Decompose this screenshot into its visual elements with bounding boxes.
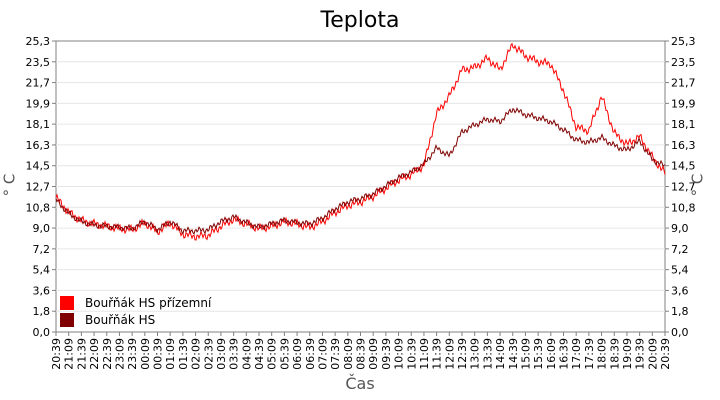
y-tick-label: 5,4 bbox=[33, 264, 51, 277]
y-tick-label: 14,5 bbox=[26, 160, 51, 173]
y-tick-label: 18,1 bbox=[671, 118, 696, 131]
x-tick-label: 19:09 bbox=[621, 338, 634, 370]
x-tick-label: 13:39 bbox=[481, 338, 494, 370]
x-tick-label: 06:09 bbox=[291, 338, 304, 370]
y-tick-label: 18,1 bbox=[26, 118, 51, 131]
y-tick-label: 23,5 bbox=[26, 56, 51, 69]
x-tick-label: 15:09 bbox=[519, 338, 532, 370]
x-tick-label: 18:09 bbox=[596, 338, 609, 370]
x-tick-label: 17:09 bbox=[570, 338, 583, 370]
x-tick-label: 21:09 bbox=[63, 338, 76, 370]
y-tick-label: 19,9 bbox=[671, 97, 696, 110]
x-tick-label: 11:09 bbox=[418, 338, 431, 370]
y-tick-label: 25,3 bbox=[671, 35, 696, 48]
legend: Bouřňák HS přízemní Bouřňák HS bbox=[60, 294, 211, 328]
x-tick-label: 15:39 bbox=[532, 338, 545, 370]
x-tick-label: 01:39 bbox=[177, 338, 190, 370]
y-tick-label: 12,7 bbox=[671, 181, 696, 194]
y-tick-label: 7,2 bbox=[671, 243, 689, 256]
x-tick-label: 18:39 bbox=[608, 338, 621, 370]
y-tick-label: 10,8 bbox=[26, 201, 51, 214]
legend-item: Bouřňák HS přízemní bbox=[60, 294, 211, 311]
y-tick-label: 21,7 bbox=[26, 77, 51, 90]
y-axis-label-right: ° C bbox=[688, 173, 707, 197]
y-tick-label: 16,3 bbox=[26, 139, 51, 152]
x-tick-label: 00:09 bbox=[139, 338, 152, 370]
y-tick-label: 3,6 bbox=[671, 284, 689, 297]
x-tick-label: 23:39 bbox=[126, 338, 139, 370]
x-tick-label: 22:09 bbox=[88, 338, 101, 370]
x-tick-label: 04:39 bbox=[253, 338, 266, 370]
legend-swatch-series-1 bbox=[60, 295, 74, 310]
y-tick-label: 0,0 bbox=[671, 326, 689, 339]
x-tick-label: 01:09 bbox=[164, 338, 177, 370]
x-tick-label: 11:39 bbox=[431, 338, 444, 370]
x-tick-label: 05:39 bbox=[278, 338, 291, 370]
x-tick-label: 20:39 bbox=[659, 338, 672, 370]
x-tick-label: 03:09 bbox=[215, 338, 228, 370]
x-tick-label: 02:39 bbox=[202, 338, 215, 370]
x-tick-label: 04:09 bbox=[240, 338, 253, 370]
x-axis-label: Čas bbox=[345, 374, 375, 393]
y-tick-label: 23,5 bbox=[671, 56, 696, 69]
x-tick-label: 09:09 bbox=[367, 338, 380, 370]
y-tick-label: 21,7 bbox=[671, 77, 696, 90]
x-tick-label: 19:39 bbox=[634, 338, 647, 370]
y-tick-label: 10,8 bbox=[671, 201, 696, 214]
x-tick-label: 12:39 bbox=[456, 338, 469, 370]
y-tick-label: 14,5 bbox=[671, 160, 696, 173]
legend-label-series-2: Bouřňák HS bbox=[85, 312, 156, 327]
y-tick-label: 9,0 bbox=[671, 222, 689, 235]
x-tick-label: 13:09 bbox=[469, 338, 482, 370]
x-tick-label: 05:09 bbox=[266, 338, 279, 370]
x-tick-label: 07:39 bbox=[329, 338, 342, 370]
x-tick-label: 06:39 bbox=[304, 338, 317, 370]
x-tick-label: 20:09 bbox=[646, 338, 659, 370]
x-tick-label: 02:09 bbox=[190, 338, 203, 370]
y-tick-label: 3,6 bbox=[33, 284, 51, 297]
y-tick-label: 16,3 bbox=[671, 139, 696, 152]
x-tick-label: 00:39 bbox=[152, 338, 165, 370]
x-tick-label: 10:39 bbox=[405, 338, 418, 370]
x-tick-label: 08:09 bbox=[342, 338, 355, 370]
x-tick-label: 03:39 bbox=[228, 338, 241, 370]
y-tick-label: 7,2 bbox=[33, 243, 51, 256]
legend-swatch-series-2 bbox=[60, 312, 74, 327]
legend-item: Bouřňák HS bbox=[60, 311, 211, 328]
x-tick-label: 17:39 bbox=[583, 338, 596, 370]
y-tick-label: 1,8 bbox=[671, 305, 689, 318]
x-tick-label: 22:39 bbox=[101, 338, 114, 370]
y-tick-label: 12,7 bbox=[26, 181, 51, 194]
x-tick-label: 23:09 bbox=[113, 338, 126, 370]
x-tick-label: 16:39 bbox=[558, 338, 571, 370]
x-tick-label: 14:09 bbox=[494, 338, 507, 370]
x-tick-label: 14:39 bbox=[507, 338, 520, 370]
y-tick-label: 19,9 bbox=[26, 97, 51, 110]
legend-label-series-1: Bouřňák HS přízemní bbox=[85, 295, 212, 310]
x-tick-label: 09:39 bbox=[380, 338, 393, 370]
x-tick-label: 10:09 bbox=[393, 338, 406, 370]
x-tick-label: 21:39 bbox=[75, 338, 88, 370]
x-tick-label: 20:39 bbox=[50, 338, 63, 370]
chart-title: Teplota bbox=[320, 8, 400, 33]
y-tick-label: 5,4 bbox=[671, 264, 689, 277]
series-line-2 bbox=[55, 107, 666, 235]
x-tick-label: 07:09 bbox=[316, 338, 329, 370]
y-tick-label: 25,3 bbox=[26, 35, 51, 48]
x-tick-label: 08:39 bbox=[355, 338, 368, 370]
y-axis-label-left: ° C bbox=[0, 173, 19, 197]
y-tick-label: 0,0 bbox=[33, 326, 51, 339]
x-tick-label: 16:09 bbox=[545, 338, 558, 370]
y-tick-label: 9,0 bbox=[33, 222, 51, 235]
x-tick-label: 12:09 bbox=[443, 338, 456, 370]
y-tick-label: 1,8 bbox=[33, 305, 51, 318]
